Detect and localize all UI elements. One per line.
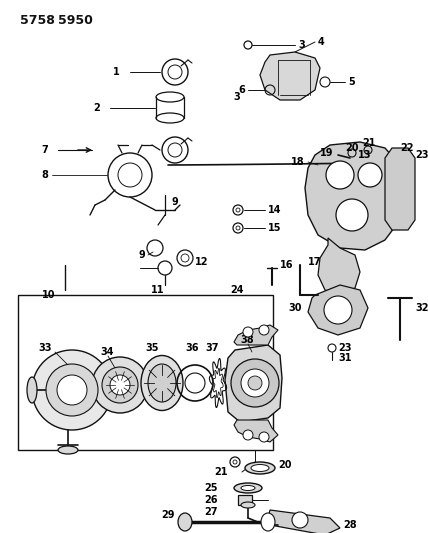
- Polygon shape: [308, 285, 368, 335]
- Ellipse shape: [234, 483, 262, 493]
- Text: 2: 2: [93, 103, 100, 113]
- Text: 33: 33: [38, 343, 51, 353]
- Circle shape: [259, 325, 269, 335]
- Text: 38: 38: [240, 335, 254, 345]
- Text: 9: 9: [172, 197, 179, 207]
- Text: 12: 12: [195, 257, 208, 267]
- Circle shape: [57, 375, 87, 405]
- Text: 20: 20: [345, 143, 359, 153]
- Circle shape: [358, 163, 382, 187]
- Text: 16: 16: [280, 260, 294, 270]
- Circle shape: [243, 327, 253, 337]
- Polygon shape: [318, 238, 360, 295]
- Circle shape: [248, 376, 262, 390]
- Polygon shape: [268, 510, 340, 533]
- Ellipse shape: [178, 513, 192, 531]
- Circle shape: [231, 359, 279, 407]
- Ellipse shape: [148, 364, 176, 402]
- Text: 34: 34: [100, 347, 113, 357]
- Text: 3: 3: [298, 40, 305, 50]
- Circle shape: [292, 512, 308, 528]
- Text: 20: 20: [278, 460, 291, 470]
- Text: 4: 4: [318, 37, 325, 47]
- Polygon shape: [260, 52, 320, 100]
- Text: 7: 7: [41, 145, 48, 155]
- Circle shape: [259, 432, 269, 442]
- Circle shape: [46, 364, 98, 416]
- Text: 22: 22: [400, 143, 413, 153]
- Circle shape: [92, 357, 148, 413]
- Ellipse shape: [245, 462, 275, 474]
- Ellipse shape: [241, 486, 255, 490]
- Polygon shape: [385, 148, 415, 230]
- Circle shape: [243, 430, 253, 440]
- Polygon shape: [225, 345, 282, 422]
- Circle shape: [32, 350, 112, 430]
- Text: 21: 21: [362, 138, 375, 148]
- Text: 23: 23: [338, 343, 351, 353]
- Circle shape: [326, 161, 354, 189]
- Text: 28: 28: [343, 520, 357, 530]
- Text: 25: 25: [205, 483, 218, 493]
- Text: 36: 36: [185, 343, 199, 353]
- Circle shape: [324, 296, 352, 324]
- Bar: [238, 495, 252, 505]
- Circle shape: [110, 375, 130, 395]
- Text: 10: 10: [42, 290, 55, 300]
- Text: 29: 29: [161, 510, 175, 520]
- Text: 37: 37: [205, 343, 219, 353]
- Text: 30: 30: [288, 303, 302, 313]
- Ellipse shape: [251, 464, 269, 472]
- Text: 17: 17: [308, 257, 321, 267]
- Bar: [18, 295, 273, 450]
- Text: 5758: 5758: [20, 14, 55, 27]
- Text: 23: 23: [415, 150, 428, 160]
- Text: 1: 1: [113, 67, 120, 77]
- Text: 14: 14: [268, 205, 282, 215]
- Polygon shape: [234, 420, 278, 442]
- Text: 6: 6: [238, 85, 245, 95]
- Circle shape: [102, 367, 138, 403]
- Text: 24: 24: [230, 285, 244, 295]
- Text: 5: 5: [348, 77, 355, 87]
- Text: 3: 3: [233, 92, 240, 102]
- Circle shape: [241, 369, 269, 397]
- Text: 26: 26: [205, 495, 218, 505]
- Text: 13: 13: [358, 150, 372, 160]
- Text: 11: 11: [151, 285, 165, 295]
- Text: 27: 27: [205, 507, 218, 517]
- Ellipse shape: [241, 502, 255, 508]
- Text: 15: 15: [268, 223, 282, 233]
- Text: 31: 31: [338, 353, 351, 363]
- Ellipse shape: [58, 446, 78, 454]
- Ellipse shape: [261, 513, 275, 531]
- Text: 18: 18: [291, 157, 305, 167]
- Polygon shape: [305, 142, 405, 250]
- Ellipse shape: [141, 356, 183, 410]
- Text: 21: 21: [214, 467, 228, 477]
- Text: 9: 9: [138, 250, 145, 260]
- Polygon shape: [234, 325, 278, 345]
- Circle shape: [336, 199, 368, 231]
- Ellipse shape: [27, 377, 37, 403]
- Text: 32: 32: [415, 303, 428, 313]
- Text: 19: 19: [320, 148, 333, 158]
- Text: 35: 35: [145, 343, 158, 353]
- Text: 8: 8: [41, 170, 48, 180]
- Text: 5950: 5950: [58, 14, 93, 27]
